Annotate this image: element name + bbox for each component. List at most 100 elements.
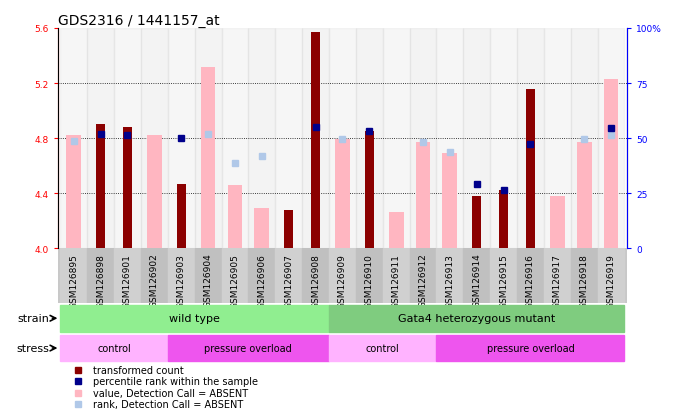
Bar <box>114 249 141 304</box>
Bar <box>248 29 275 249</box>
Bar <box>114 29 141 249</box>
Bar <box>577 143 591 249</box>
Bar <box>60 29 87 249</box>
Bar <box>222 29 248 249</box>
Bar <box>550 197 565 249</box>
Text: GSM126914: GSM126914 <box>472 253 481 308</box>
Bar <box>141 249 167 304</box>
Bar <box>329 249 356 304</box>
Text: stress: stress <box>17 343 49 353</box>
Bar <box>490 29 517 249</box>
Bar <box>544 29 571 249</box>
Text: GSM126913: GSM126913 <box>445 253 454 308</box>
Text: GSM126901: GSM126901 <box>123 253 132 308</box>
Bar <box>571 249 597 304</box>
Bar <box>123 128 132 249</box>
Bar <box>597 29 624 249</box>
Bar <box>60 305 329 332</box>
Text: GDS2316 / 1441157_at: GDS2316 / 1441157_at <box>58 14 219 28</box>
Bar <box>302 29 329 249</box>
Text: Gata4 heterozygous mutant: Gata4 heterozygous mutant <box>398 313 555 323</box>
Bar <box>167 335 329 362</box>
Bar <box>437 249 463 304</box>
Text: rank, Detection Call = ABSENT: rank, Detection Call = ABSENT <box>93 399 243 409</box>
Bar <box>275 249 302 304</box>
Bar <box>248 249 275 304</box>
Bar <box>571 29 597 249</box>
Text: GSM126904: GSM126904 <box>203 253 213 308</box>
Text: percentile rank within the sample: percentile rank within the sample <box>93 376 258 387</box>
Text: control: control <box>366 343 399 353</box>
Bar <box>517 29 544 249</box>
Bar <box>443 154 457 249</box>
Bar <box>382 249 410 304</box>
Bar <box>66 136 81 249</box>
Bar <box>195 249 222 304</box>
Text: GSM126895: GSM126895 <box>69 253 78 308</box>
Text: GSM126909: GSM126909 <box>338 253 347 308</box>
Text: GSM126907: GSM126907 <box>284 253 293 308</box>
Text: GSM126912: GSM126912 <box>418 253 428 308</box>
Text: GSM126915: GSM126915 <box>499 253 508 308</box>
Bar <box>228 185 242 249</box>
Text: GSM126902: GSM126902 <box>150 253 159 308</box>
Text: GSM126917: GSM126917 <box>553 253 562 308</box>
Bar <box>167 249 195 304</box>
Bar <box>311 33 320 249</box>
Bar <box>141 29 167 249</box>
Text: pressure overload: pressure overload <box>205 343 292 353</box>
Bar <box>222 249 248 304</box>
Bar <box>490 249 517 304</box>
Text: GSM126910: GSM126910 <box>365 253 374 308</box>
Text: control: control <box>97 343 131 353</box>
Bar <box>201 67 216 249</box>
Bar <box>195 29 222 249</box>
Bar <box>517 249 544 304</box>
Bar <box>410 29 437 249</box>
Bar <box>416 143 431 249</box>
Bar <box>302 249 329 304</box>
Text: pressure overload: pressure overload <box>487 343 574 353</box>
Text: GSM126903: GSM126903 <box>177 253 186 308</box>
Bar <box>473 197 481 249</box>
Bar <box>382 29 410 249</box>
Bar <box>254 209 269 249</box>
Bar <box>87 249 114 304</box>
Bar <box>147 136 162 249</box>
Bar <box>335 140 350 249</box>
Text: GSM126898: GSM126898 <box>96 253 105 308</box>
Bar <box>96 125 105 249</box>
Bar <box>177 184 186 249</box>
Bar <box>463 249 490 304</box>
Bar <box>329 305 624 332</box>
Text: GSM126906: GSM126906 <box>257 253 266 308</box>
Text: transformed count: transformed count <box>93 365 184 375</box>
Text: GSM126908: GSM126908 <box>311 253 320 308</box>
Text: GSM126905: GSM126905 <box>231 253 239 308</box>
Bar <box>526 89 535 249</box>
Bar <box>60 249 87 304</box>
Bar <box>463 29 490 249</box>
Bar <box>356 29 382 249</box>
Bar <box>388 213 403 249</box>
Bar <box>284 210 293 249</box>
Bar <box>597 249 624 304</box>
Text: GSM126919: GSM126919 <box>607 253 616 308</box>
Bar <box>603 80 618 249</box>
Text: value, Detection Call = ABSENT: value, Detection Call = ABSENT <box>93 388 248 398</box>
Bar <box>329 29 356 249</box>
Bar <box>275 29 302 249</box>
Text: GSM126916: GSM126916 <box>526 253 535 308</box>
Text: GSM126918: GSM126918 <box>580 253 589 308</box>
Bar <box>499 191 508 249</box>
Text: strain: strain <box>18 313 49 323</box>
Bar <box>60 335 167 362</box>
Bar <box>356 249 382 304</box>
Bar <box>544 249 571 304</box>
Bar <box>365 132 374 249</box>
Bar <box>410 249 437 304</box>
Bar <box>167 29 195 249</box>
Text: wild type: wild type <box>170 313 220 323</box>
Text: GSM126911: GSM126911 <box>392 253 401 308</box>
Bar <box>87 29 114 249</box>
